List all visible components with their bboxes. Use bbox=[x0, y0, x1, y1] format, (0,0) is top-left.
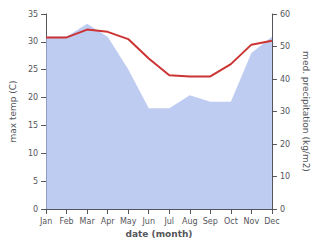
svg-text:0: 0 bbox=[33, 205, 38, 214]
svg-text:Oct: Oct bbox=[224, 217, 238, 226]
svg-text:Feb: Feb bbox=[60, 217, 74, 226]
svg-text:Mar: Mar bbox=[80, 217, 96, 226]
svg-text:50: 50 bbox=[280, 42, 290, 51]
svg-text:date (month): date (month) bbox=[126, 229, 193, 239]
svg-text:Aug: Aug bbox=[182, 217, 198, 226]
svg-text:30: 30 bbox=[28, 37, 38, 46]
svg-text:40: 40 bbox=[280, 75, 290, 84]
svg-text:20: 20 bbox=[280, 140, 290, 149]
svg-text:20: 20 bbox=[28, 93, 38, 102]
svg-text:15: 15 bbox=[28, 121, 38, 130]
svg-text:30: 30 bbox=[280, 107, 290, 116]
svg-text:May: May bbox=[120, 217, 137, 226]
svg-text:Dec: Dec bbox=[264, 217, 279, 226]
svg-text:Jun: Jun bbox=[141, 217, 155, 226]
svg-text:25: 25 bbox=[28, 65, 38, 74]
svg-text:5: 5 bbox=[33, 177, 38, 186]
svg-text:Jan: Jan bbox=[39, 217, 52, 226]
svg-text:Apr: Apr bbox=[101, 217, 116, 226]
svg-text:Jul: Jul bbox=[163, 217, 174, 226]
svg-text:10: 10 bbox=[28, 149, 38, 158]
svg-text:0: 0 bbox=[280, 205, 285, 214]
svg-text:med. precipitation (kg/m2): med. precipitation (kg/m2) bbox=[301, 51, 311, 172]
svg-text:Nov: Nov bbox=[244, 217, 260, 226]
svg-text:60: 60 bbox=[280, 10, 290, 19]
svg-text:Sep: Sep bbox=[203, 217, 218, 226]
svg-text:35: 35 bbox=[28, 10, 38, 19]
svg-text:max temp (C): max temp (C) bbox=[8, 80, 18, 142]
svg-text:10: 10 bbox=[280, 172, 290, 181]
